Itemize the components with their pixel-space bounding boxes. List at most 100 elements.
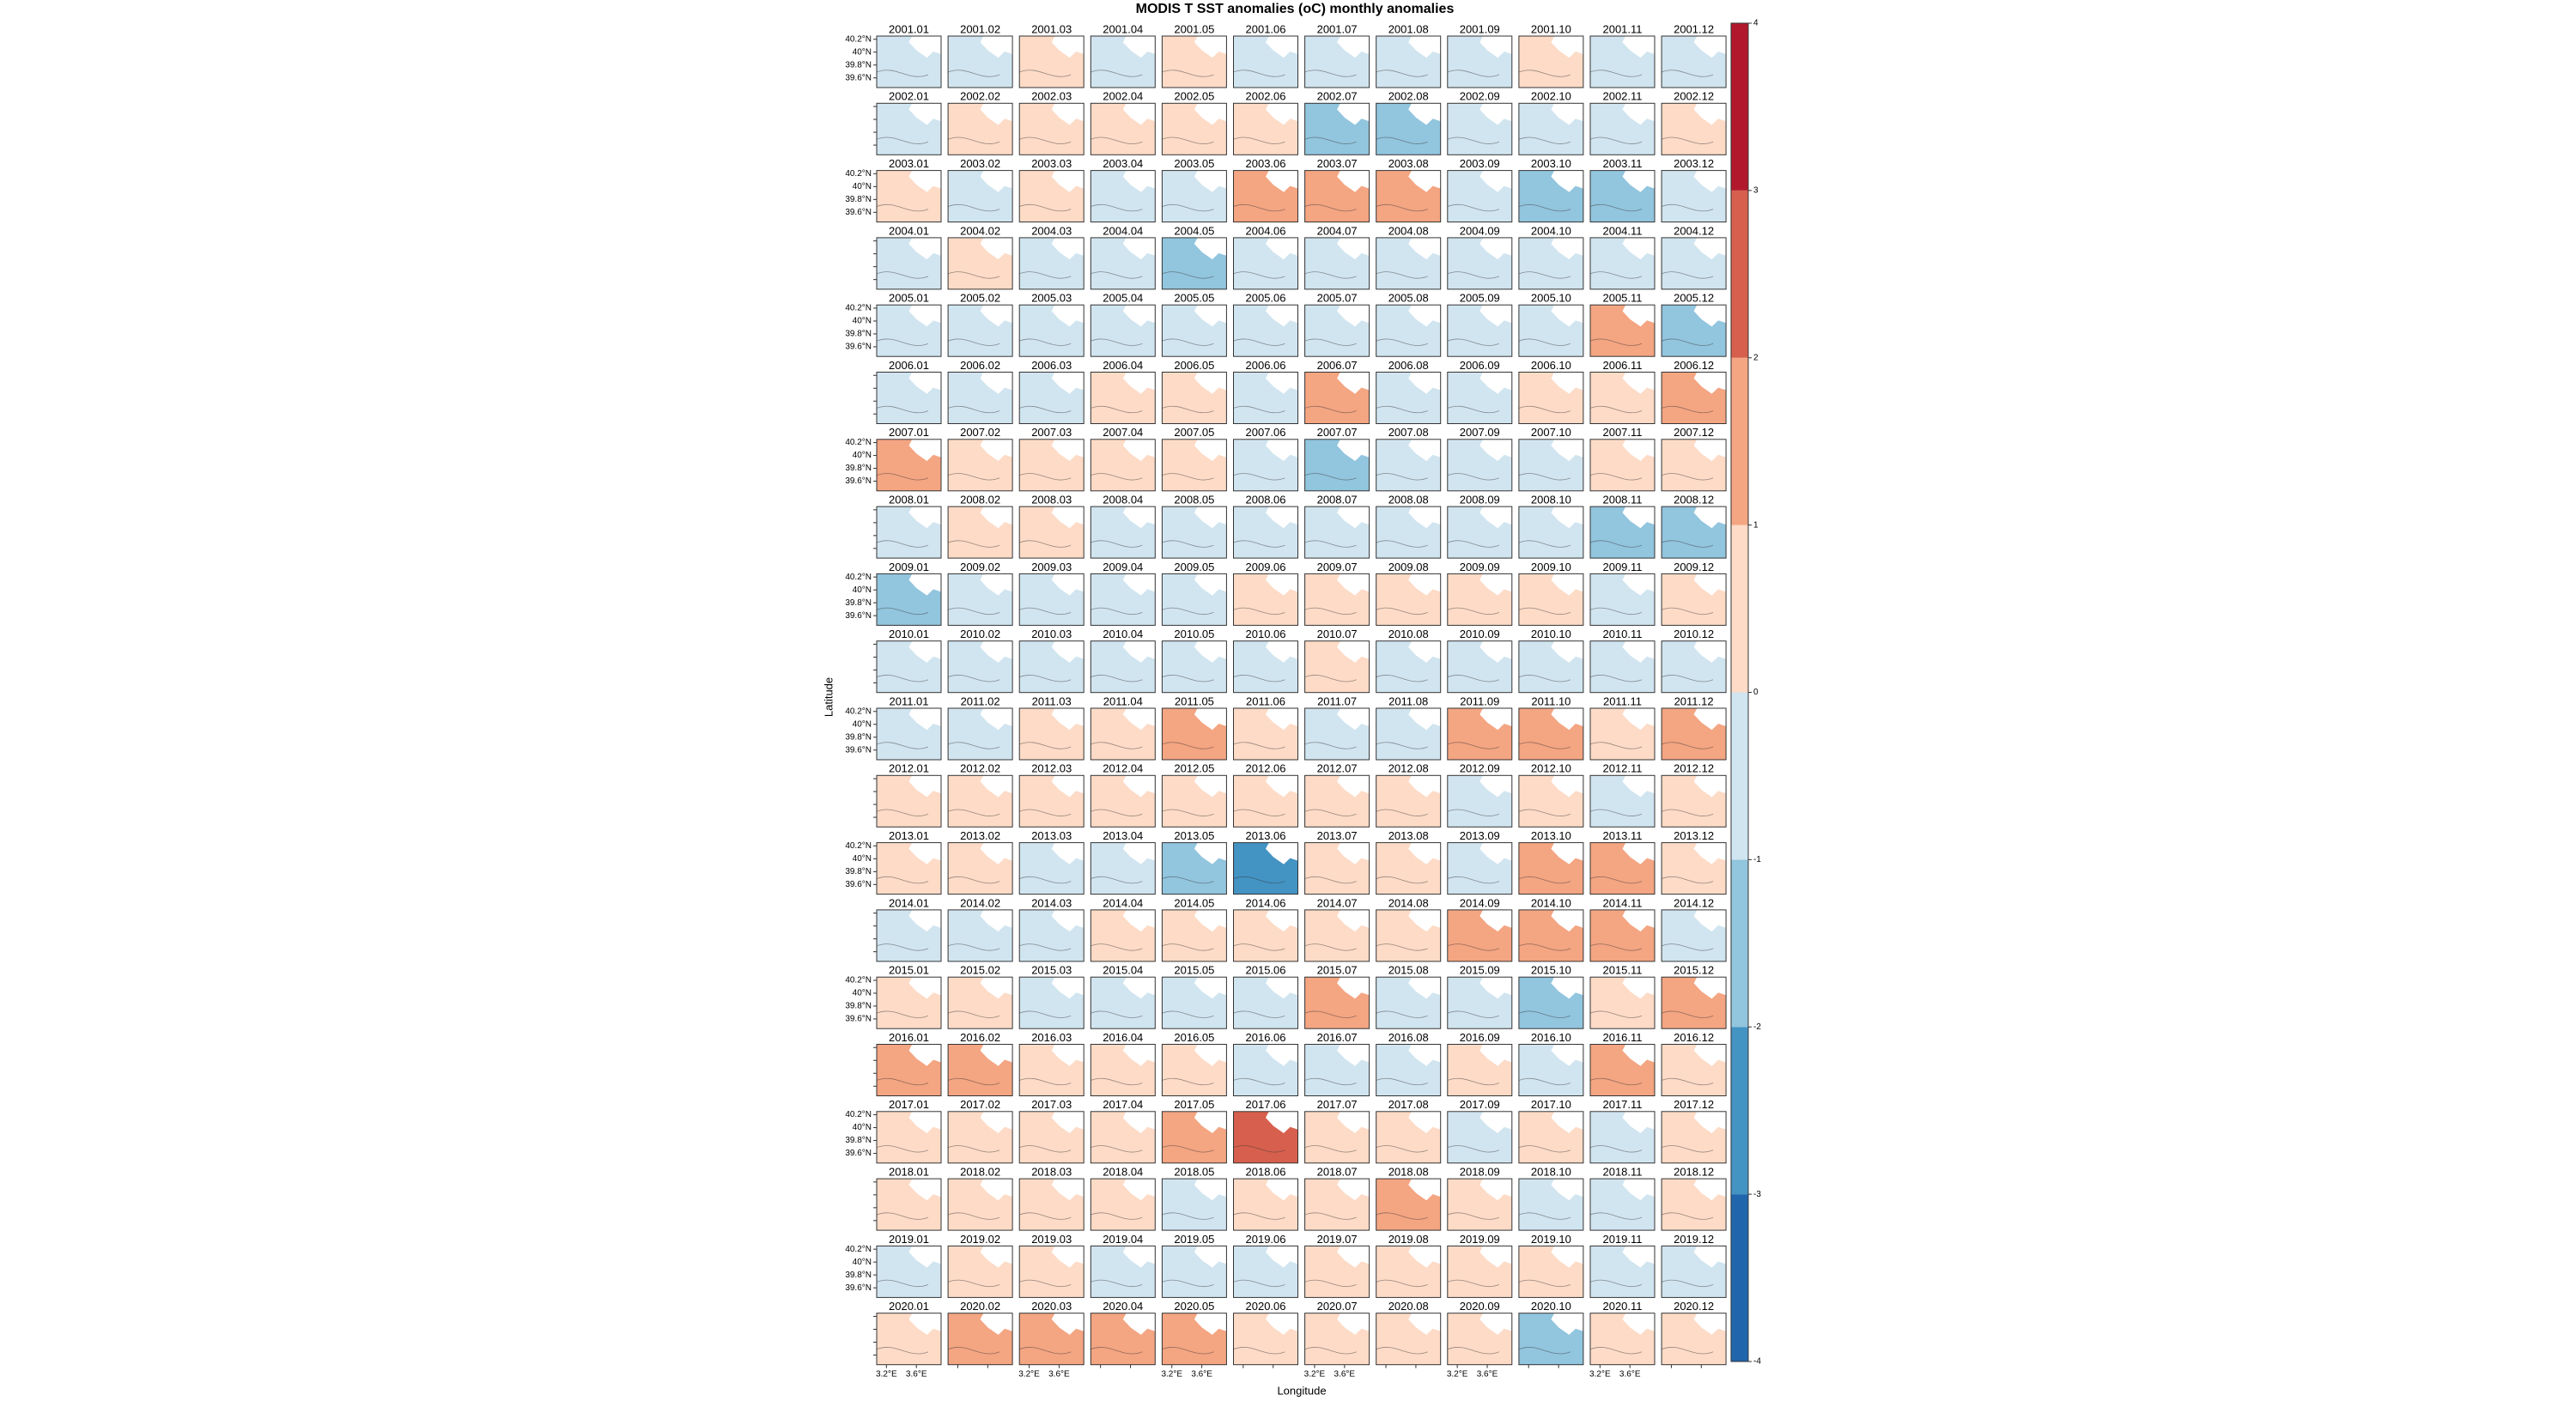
panel-frame: [876, 439, 942, 492]
land: [1266, 1044, 1298, 1066]
x-tick-label: 3.6°E: [1477, 1369, 1498, 1379]
x-tick-label: 3.2°E: [1304, 1369, 1326, 1379]
land: [1194, 1246, 1227, 1268]
contour: [876, 943, 929, 951]
panel-title: 2002.10: [1531, 90, 1571, 103]
panel-frame: [1018, 372, 1084, 424]
panel-frame: [1090, 573, 1156, 626]
panel-frame: [1304, 640, 1370, 694]
land: [1551, 103, 1583, 125]
panel-frame: [1518, 35, 1584, 88]
panel-title: 2004.02: [960, 224, 1000, 237]
panel-frame: [1161, 1044, 1227, 1096]
panel-title: 2003.09: [1460, 157, 1500, 170]
contour: [1518, 809, 1571, 816]
panel-frame: [1661, 976, 1727, 1029]
y-tick-label: 39.6°N: [845, 476, 872, 486]
land: [1551, 170, 1583, 192]
panel-frame: [1161, 170, 1227, 223]
contour: [1091, 675, 1143, 682]
land: [1551, 36, 1583, 58]
contour: [876, 607, 929, 616]
contour: [1518, 405, 1571, 414]
land: [1051, 372, 1084, 394]
panel-frame: [1233, 842, 1298, 895]
contour: [1304, 70, 1357, 77]
panel-title: 2010.11: [1602, 628, 1642, 640]
land: [980, 372, 1013, 394]
panel-frame: [1447, 372, 1513, 424]
panel-frame: [1518, 774, 1584, 828]
land: [1194, 506, 1227, 529]
panel-frame: [1090, 909, 1156, 962]
contour: [1661, 338, 1714, 346]
panel-title: 2019.01: [889, 1233, 929, 1246]
panel-frame: [1447, 774, 1513, 828]
panel-frame: [1518, 707, 1584, 761]
land: [1551, 1313, 1583, 1335]
colorbar-tick-label: -4: [1753, 1357, 1761, 1367]
panel-frame: [1661, 35, 1727, 88]
panel-title: 2020.11: [1602, 1300, 1642, 1313]
contour: [876, 1010, 929, 1018]
contour: [1019, 271, 1072, 279]
x-tick-label: 3.6°E: [1048, 1369, 1070, 1379]
panel-frame: [1447, 237, 1513, 290]
panel-title: 2002.08: [1388, 90, 1429, 103]
contour: [1589, 675, 1643, 682]
contour: [1589, 1347, 1643, 1355]
land: [980, 1313, 1013, 1335]
contour: [1376, 876, 1428, 884]
panel-title: 2004.01: [889, 224, 929, 237]
land: [1479, 573, 1512, 596]
colorbar-tick-label: 4: [1753, 19, 1759, 28]
colorbar-segment: [1731, 1194, 1748, 1362]
panel-frame: [1090, 976, 1156, 1029]
contour: [1019, 136, 1072, 144]
contour: [947, 1145, 1000, 1153]
y-tick-label: 40°N: [853, 47, 872, 57]
panel-frame: [1304, 1111, 1370, 1164]
panel-title: 2020.10: [1531, 1300, 1571, 1313]
y-tick-label: 39.8°N: [845, 464, 872, 473]
panel-title: 2004.07: [1317, 224, 1358, 237]
panel-title: 2016.12: [1674, 1031, 1714, 1044]
panel-frame: [1376, 707, 1442, 761]
panel-title: 2007.04: [1103, 426, 1143, 439]
panel-title: 2005.07: [1317, 292, 1358, 305]
panel-title: 2008.02: [960, 494, 1000, 506]
y-tick-label: 40°N: [853, 1123, 872, 1132]
panel-title: 2003.08: [1388, 157, 1429, 170]
land: [1337, 708, 1370, 731]
panel-frame: [1233, 640, 1298, 694]
land: [908, 506, 941, 529]
land: [908, 708, 941, 731]
panel-title: 2014.08: [1388, 896, 1429, 909]
panel-title: 2010.01: [889, 628, 929, 640]
y-tick-label: 39.6°N: [845, 343, 872, 352]
contour: [876, 675, 929, 682]
contour: [1019, 675, 1072, 682]
land: [1051, 439, 1084, 461]
contour: [1447, 70, 1499, 77]
y-tick-label: 40.2°N: [845, 438, 872, 447]
land: [1194, 1044, 1227, 1066]
panel-title: 2009.05: [1174, 561, 1214, 573]
y-tick-label: 40.2°N: [845, 707, 872, 716]
land: [1194, 977, 1227, 999]
contour: [1233, 1347, 1285, 1355]
panel-frame: [947, 506, 1013, 559]
contour: [1661, 1077, 1714, 1086]
contour: [1376, 136, 1428, 144]
panel-title: 2017.01: [889, 1098, 929, 1111]
panel-frame: [1018, 640, 1084, 694]
land: [980, 977, 1013, 999]
panel-frame: [1090, 35, 1156, 88]
panel-frame: [1376, 909, 1442, 962]
contour: [1518, 876, 1571, 884]
contour: [1162, 203, 1214, 212]
contour: [1518, 607, 1571, 616]
land: [1408, 775, 1441, 798]
panel-title: 2017.06: [1246, 1098, 1286, 1111]
panel-title: 2001.02: [960, 22, 1000, 35]
